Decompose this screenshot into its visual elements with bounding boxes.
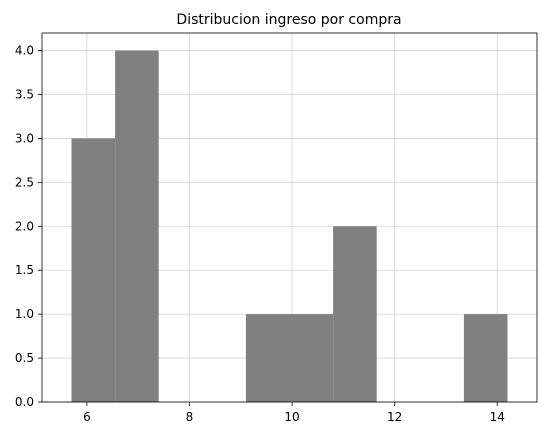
x-axis-ticks: 6 8 10 12 14 [83, 402, 505, 424]
histogram-bar-7 [333, 226, 377, 402]
histogram-bar-1 [71, 138, 116, 402]
x-tick-label: 6 [83, 410, 91, 424]
x-tick-label: 10 [284, 410, 299, 424]
x-tick-label: 8 [186, 410, 194, 424]
axes-layer [41, 32, 538, 403]
x-tick-label: 14 [490, 410, 505, 424]
y-tick-label: 2.5 [15, 175, 34, 189]
y-axis-ticks: 0.0 0.5 1.0 1.5 2.0 2.5 3.0 3.5 4.0 [15, 44, 42, 409]
chart-title: Distribucion ingreso por compra [176, 12, 401, 28]
y-tick-label: 4.0 [15, 44, 34, 58]
bars-layer [71, 50, 508, 402]
y-tick-label: 3.0 [15, 131, 34, 145]
histogram-bar-10 [463, 314, 508, 402]
plot-frame [41, 32, 538, 403]
x-tick-label: 12 [387, 410, 402, 424]
y-tick-label: 1.0 [15, 307, 34, 321]
histogram-bar-2 [115, 50, 159, 402]
y-tick-label: 3.5 [15, 88, 34, 102]
y-tick-label: 0.0 [15, 395, 34, 409]
histogram-bar-6 [289, 314, 334, 402]
y-tick-label: 2.0 [15, 219, 34, 233]
y-tick-label: 0.5 [15, 351, 34, 365]
histogram-bar-5 [245, 314, 290, 402]
y-tick-label: 1.5 [15, 263, 34, 277]
